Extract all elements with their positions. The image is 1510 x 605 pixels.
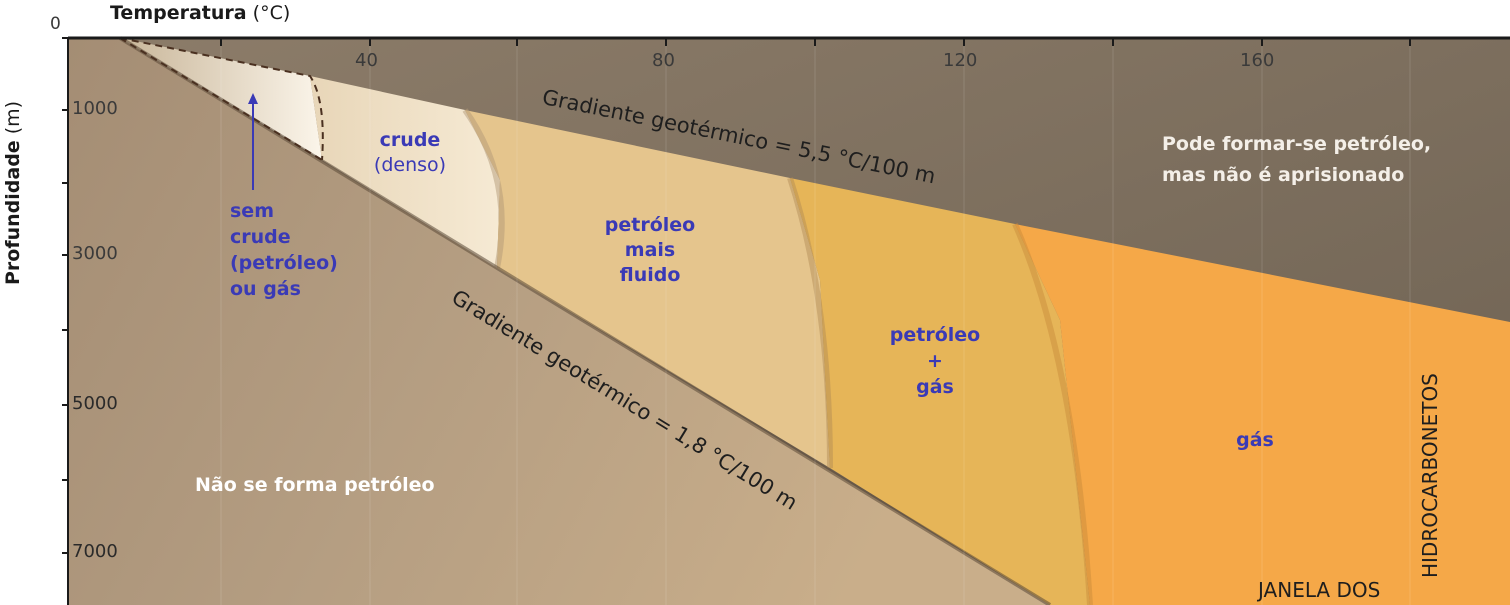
zone-gas-label: gás <box>1236 429 1274 451</box>
window-label-line1: JANELA DOS <box>1258 578 1381 602</box>
x-axis-title: Temperatura (°C) <box>110 2 291 24</box>
lower-background <box>68 38 1050 605</box>
zone-no-crude-label: sem crude (petróleo) ou gás <box>230 200 338 300</box>
y-tick-label: 1000 <box>72 98 118 119</box>
arrow-head-icon <box>248 93 258 104</box>
origin-label: 0 <box>50 14 61 34</box>
x-tick-label: 160 <box>1240 50 1275 71</box>
zone-fluid-oil-label: petróleo mais fluido <box>604 214 696 286</box>
x-tick-label: 40 <box>355 50 378 71</box>
zone-crude <box>310 76 500 268</box>
zone-fluid-oil <box>465 110 830 468</box>
x-tick-label: 120 <box>943 50 978 71</box>
zone-crude-label: crude (denso) <box>373 129 447 176</box>
y-axis-title: Profundidade (m) <box>2 100 24 285</box>
zone-oil-gas <box>790 178 1090 605</box>
zone-oil-gas-label: petróleo + gás <box>889 324 981 398</box>
not-trapped-label: Pode formar-se petróleo, mas não é apris… <box>1162 133 1432 186</box>
window-label-line2: HIDROCARBONETOS <box>1418 373 1442 578</box>
x-tick-label: 80 <box>652 50 675 71</box>
no-oil-label: Não se forma petróleo <box>195 474 435 496</box>
y-tick-label: 7000 <box>72 541 118 562</box>
y-tick-label: 5000 <box>72 393 118 414</box>
y-tick-label: 3000 <box>72 243 118 264</box>
zone-gas <box>1015 224 1510 605</box>
